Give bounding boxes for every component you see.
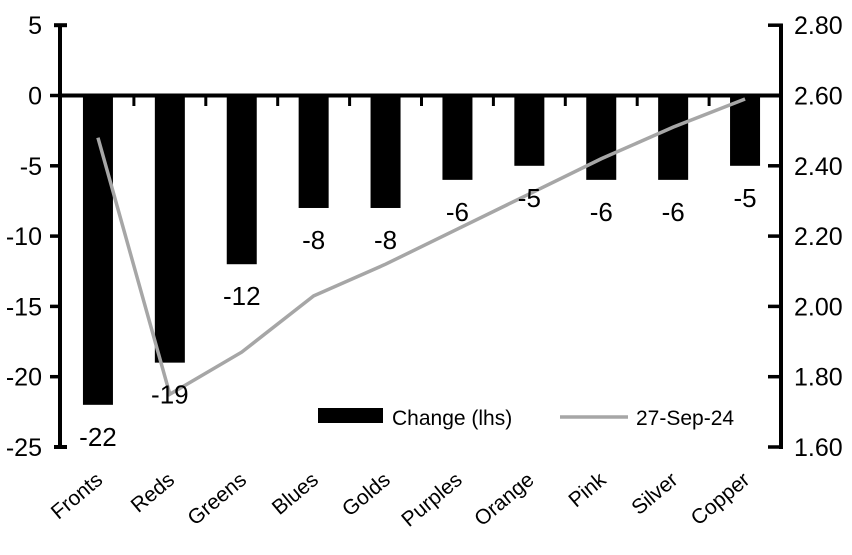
- category-label-golds: Golds: [338, 468, 395, 521]
- legend-bar-label: Change (lhs): [392, 407, 512, 430]
- legend-bar-swatch: [318, 408, 383, 423]
- bar-data-label: -6: [446, 197, 469, 227]
- category-label-orange: Orange: [470, 468, 538, 531]
- bar-greens: [226, 95, 257, 265]
- right-axis-tick-label: 2.20: [794, 223, 843, 251]
- bar-pink: [586, 95, 617, 180]
- left-axis-tick-label: 0: [28, 83, 42, 111]
- category-label-greens: Greens: [183, 468, 251, 530]
- category-label-reds: Reds: [127, 468, 179, 517]
- line-series-27-sep-24: [96, 97, 746, 397]
- left-axis-tick-label: -5: [20, 153, 42, 181]
- axis-tick-labels-layer: 5 0 -5 -10 -15 -20 -25 2.80 2.60 2.40 2.20 2.00 1.80…: [6, 12, 843, 462]
- data-labels-layer: -22 -19 -12 -8 -8 -6 -5 -6 -6 -5: [79, 183, 756, 452]
- bar-data-label: -6: [662, 197, 685, 227]
- category-label-pink: Pink: [564, 468, 610, 512]
- left-axis-tick-label: -25: [6, 434, 42, 462]
- bar-data-label: -6: [590, 197, 613, 227]
- right-axis-tick-label: 1.80: [794, 364, 843, 392]
- bar-data-label: -8: [302, 225, 325, 255]
- category-labels-layer: Fronts Reds Greens Blues Golds Purples Orange P…: [47, 468, 754, 532]
- bar-silver: [658, 95, 689, 180]
- category-label-copper: Copper: [687, 468, 755, 530]
- left-axis-tick-label: -15: [6, 293, 42, 321]
- bar-data-label: -22: [79, 422, 117, 452]
- bar-purples: [442, 95, 473, 180]
- line-series-layer: [96, 97, 746, 397]
- bar-data-label: -5: [733, 183, 756, 213]
- bar-golds: [370, 95, 401, 208]
- legend-line-label: 27-Sep-24: [636, 407, 734, 430]
- bar-data-label: -8: [374, 225, 397, 255]
- bar-data-label: -12: [223, 281, 261, 311]
- left-axis-tick-label: 5: [28, 12, 42, 40]
- bar-reds: [154, 95, 185, 363]
- left-axis-tick-label: -20: [6, 364, 42, 392]
- left-axis-tick-label: -10: [6, 223, 42, 251]
- bar-fronts: [82, 95, 113, 405]
- category-label-silver: Silver: [627, 468, 682, 519]
- bar-data-label: -5: [518, 183, 541, 213]
- bar-orange: [514, 95, 545, 166]
- right-axis-tick-label: 1.60: [794, 434, 843, 462]
- right-axis-tick-label: 2.80: [794, 12, 843, 40]
- bar-data-label: -19: [151, 380, 189, 410]
- bar-copper: [730, 95, 761, 166]
- legend: Change (lhs) 27-Sep-24: [318, 407, 734, 430]
- right-axis-tick-label: 2.60: [794, 83, 843, 111]
- bar-blues: [298, 95, 329, 208]
- category-label-blues: Blues: [268, 468, 323, 519]
- category-label-fronts: Fronts: [47, 468, 107, 524]
- right-axis-tick-label: 2.00: [794, 293, 843, 321]
- right-axis-tick-label: 2.40: [794, 153, 843, 181]
- category-label-purples: Purples: [397, 468, 466, 531]
- bar-series-layer: [82, 95, 761, 405]
